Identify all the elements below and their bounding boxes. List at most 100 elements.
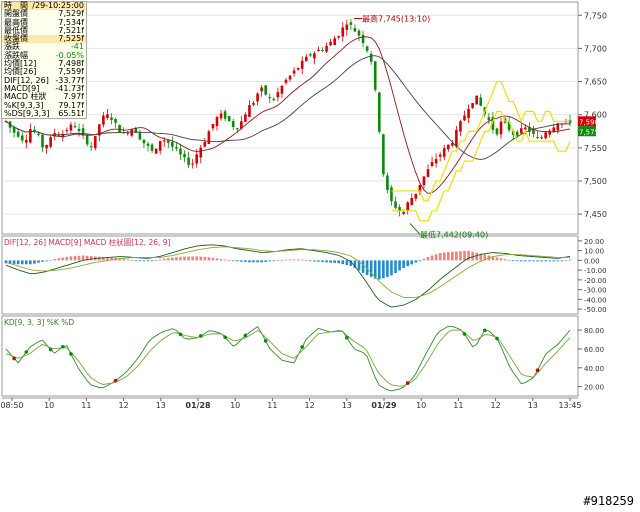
candle-body: [223, 111, 227, 119]
macd-histogram-bar: [142, 260, 146, 262]
candle-body: [471, 103, 474, 108]
macd-histogram-bar: [333, 260, 336, 263]
macd-histogram-bar: [69, 256, 73, 261]
candle-body: [438, 154, 442, 157]
macd-histogram-bar: [37, 260, 40, 263]
kd-panel-title: KD[9, 3, 3] %K %D: [4, 318, 74, 327]
info-row-label: %DS[9,3,3]: [4, 108, 50, 118]
price-tick-label: 7,550: [584, 144, 607, 153]
price-tick-label: 7,450: [584, 210, 607, 219]
macd-histogram-bar: [195, 256, 199, 261]
macd-histogram-bar: [467, 250, 470, 261]
candle-body: [345, 24, 349, 30]
macd-histogram-bar: [511, 260, 515, 262]
macd-histogram-bar: [191, 256, 194, 261]
macd-histogram-bar: [146, 260, 150, 262]
candle-body: [65, 130, 69, 132]
candle-body: [426, 169, 430, 177]
macd-histogram-bar: [231, 260, 235, 262]
macd-histogram-bar: [568, 259, 572, 261]
info-row-label: MACD[9]: [4, 83, 40, 93]
macd-histogram-bar: [57, 258, 61, 261]
candle-body: [12, 127, 16, 133]
macd-histogram-bar: [446, 252, 450, 261]
macd-histogram-bar: [394, 260, 397, 273]
macd-histogram-bar: [398, 260, 401, 271]
candle-body: [240, 121, 243, 129]
candle-body: [211, 124, 215, 129]
info-row: 均價[12] 7,498f: [2, 59, 86, 68]
info-title-row: 時 間 /29-10:25:00: [2, 1, 86, 11]
info-row: 開盤價 7,529f: [2, 9, 86, 19]
candle-body: [422, 176, 426, 186]
macd-histogram-bar: [507, 259, 511, 261]
macd-tick-label: 10.00: [584, 248, 604, 256]
price-badge: [578, 126, 596, 137]
macd-histogram-bar: [438, 253, 442, 261]
candle-body: [296, 67, 300, 70]
macd-histogram-bar: [240, 260, 243, 262]
candle-body: [313, 53, 316, 59]
macd-histogram-bar: [414, 260, 418, 263]
candle-body: [349, 22, 353, 25]
macd-histogram-bar: [183, 256, 186, 261]
kd-cross-marker: [61, 344, 65, 349]
macd-histogram-bar: [45, 260, 48, 262]
macd-tick-label: 20.00: [584, 238, 604, 246]
candle-body: [98, 124, 101, 136]
channel-upper-line: [391, 80, 570, 202]
x-tick-label: 10: [416, 401, 426, 410]
macd-histogram-bar: [73, 256, 77, 261]
candle-body: [134, 127, 138, 134]
macd-histogram-bar: [138, 260, 142, 262]
macd-histogram-bar: [118, 258, 121, 261]
x-tick-label: 11: [81, 401, 91, 410]
macd-histogram-bar: [106, 257, 109, 261]
macd-histogram-bar: [361, 260, 365, 273]
x-tick-label: 01/29: [371, 401, 397, 410]
macd-histogram-bar: [154, 259, 158, 261]
kd-cross-marker: [405, 381, 410, 385]
candle-body: [487, 117, 491, 121]
macd-histogram-bar: [524, 260, 527, 262]
x-tick-label: 10: [230, 401, 240, 410]
x-tick-label: 01/28: [185, 401, 211, 410]
candle-body: [410, 198, 414, 205]
candle-body: [402, 212, 405, 214]
candle-body: [467, 108, 470, 118]
candle-body: [373, 61, 377, 90]
macd-histogram-bar: [426, 256, 430, 261]
candle-body: [329, 41, 332, 46]
macd-histogram-bar: [503, 259, 507, 261]
macd-histogram-bar: [442, 252, 446, 261]
macd-histogram-bar: [402, 260, 405, 269]
macd-histogram-bar: [292, 259, 296, 261]
candle-body: [394, 201, 397, 208]
candle-body: [276, 92, 280, 98]
info-row: 最高價 7,534f: [2, 18, 86, 27]
macd-histogram-bar: [471, 251, 474, 261]
price-panel: [1, 1, 579, 235]
x-tick-label: 13: [528, 401, 538, 410]
info-row-label: 開盤價: [4, 9, 28, 19]
macd-histogram-bar: [150, 260, 154, 262]
candle-body: [430, 162, 434, 167]
kd-cross-marker: [462, 332, 467, 336]
kd-cross-marker: [535, 368, 540, 373]
candle-body: [463, 115, 466, 121]
macd-line: [5, 246, 570, 298]
candle-body: [475, 95, 478, 105]
candle-body: [455, 129, 458, 147]
macd-histogram-bar: [548, 260, 552, 262]
candle-body: [183, 154, 186, 158]
candle-body: [365, 46, 369, 51]
macd-histogram-bar: [24, 260, 28, 265]
info-row-value: -33.77f: [55, 75, 84, 85]
candle-body: [150, 144, 154, 151]
k-line: [5, 325, 571, 392]
candle-body: [418, 184, 422, 193]
macd-histogram-bar: [252, 260, 255, 263]
candle-body: [284, 79, 288, 83]
info-row-value: -0.05%: [55, 50, 84, 60]
macd-histogram-bar: [215, 258, 219, 261]
